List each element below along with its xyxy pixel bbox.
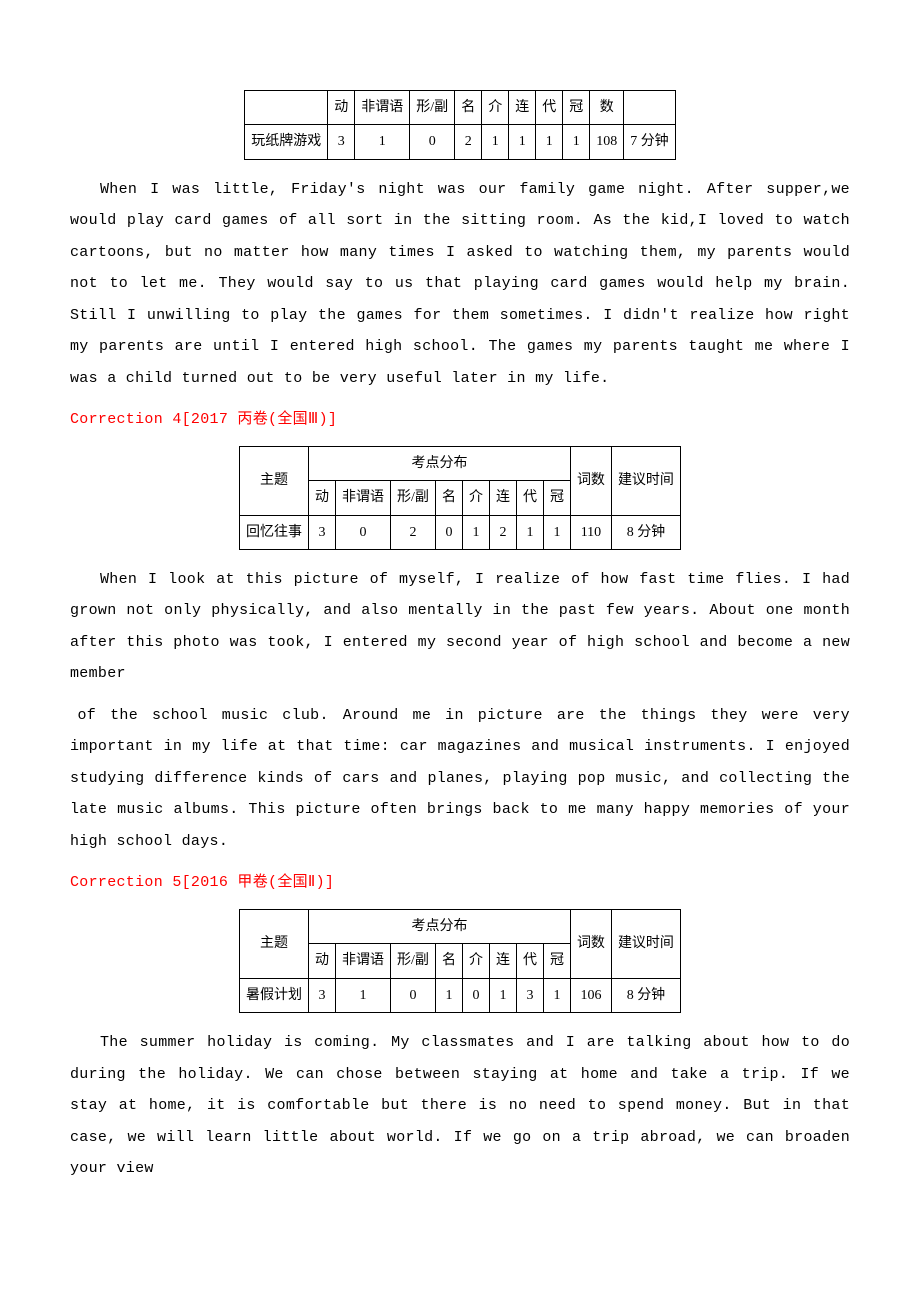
cell-time: 8 分钟 — [611, 978, 680, 1012]
cell-words-header: 词数 — [570, 446, 611, 515]
cell-sub: 冠 — [543, 944, 570, 978]
cell: 108 — [590, 125, 624, 159]
cell-sub: 动 — [309, 481, 336, 515]
cell-header: 形/副 — [410, 91, 455, 125]
cell-sub: 形/副 — [391, 944, 436, 978]
cell: 2 — [455, 125, 482, 159]
correction-4-heading: Correction 4[2017 丙卷(全国Ⅲ)] — [70, 404, 850, 436]
cell-points-header: 考点分布 — [309, 909, 571, 943]
cell-subject: 暑假计划 — [240, 978, 309, 1012]
cell-header: 数 — [590, 91, 624, 125]
table-row: 主题 考点分布 词数 建议时间 — [240, 446, 681, 480]
cell: 0 — [462, 978, 489, 1012]
cell-words-header: 词数 — [570, 909, 611, 978]
cell-time-header: 建议时间 — [611, 909, 680, 978]
cell: 3 — [328, 125, 355, 159]
cell-sub: 名 — [435, 481, 462, 515]
cell-header: 动 — [328, 91, 355, 125]
cell: 1 — [435, 978, 462, 1012]
cell: 1 — [489, 978, 516, 1012]
correction-5-heading: Correction 5[2016 甲卷(全国Ⅱ)] — [70, 867, 850, 899]
cell-header: 名 — [455, 91, 482, 125]
cell: 3 — [309, 978, 336, 1012]
cell: 1 — [543, 978, 570, 1012]
table-row: 动 非谓语 形/副 名 介 连 代 冠 数 — [245, 91, 675, 125]
cell-subject-header: 主题 — [240, 446, 309, 515]
points-table-2: 主题 考点分布 词数 建议时间 动 非谓语 形/副 名 介 连 代 冠 回忆往事… — [239, 446, 681, 550]
cell-sub: 动 — [309, 944, 336, 978]
cell-sub: 非谓语 — [336, 481, 391, 515]
cell: 2 — [391, 515, 436, 549]
cell-sub: 连 — [489, 481, 516, 515]
table-row: 玩纸牌游戏 3 1 0 2 1 1 1 1 108 7 分钟 — [245, 125, 675, 159]
cell: 1 — [563, 125, 590, 159]
passage-2a: When I look at this picture of myself, I… — [70, 564, 850, 690]
cell-sub: 形/副 — [391, 481, 436, 515]
cell-header: 介 — [482, 91, 509, 125]
cell-header: 代 — [536, 91, 563, 125]
table-row: 回忆往事 3 0 2 0 1 2 1 1 110 8 分钟 — [240, 515, 681, 549]
cell: 1 — [516, 515, 543, 549]
table-row: 暑假计划 3 1 0 1 0 1 3 1 106 8 分钟 — [240, 978, 681, 1012]
cell: 1 — [336, 978, 391, 1012]
cell: 3 — [309, 515, 336, 549]
cell-sub: 连 — [489, 944, 516, 978]
cell-time: 7 分钟 — [624, 125, 676, 159]
cell: 110 — [570, 515, 611, 549]
cell-sub: 介 — [462, 481, 489, 515]
passage-3: The summer holiday is coming. My classma… — [70, 1027, 850, 1185]
cell: 106 — [570, 978, 611, 1012]
passage-1: When I was little, Friday's night was ou… — [70, 174, 850, 395]
points-table-3: 主题 考点分布 词数 建议时间 动 非谓语 形/副 名 介 连 代 冠 暑假计划… — [239, 909, 681, 1013]
cell-time-header: 建议时间 — [611, 446, 680, 515]
cell-sub: 名 — [435, 944, 462, 978]
cell-subject: 玩纸牌游戏 — [245, 125, 328, 159]
cell: 1 — [509, 125, 536, 159]
cell-sub: 代 — [516, 944, 543, 978]
cell: 0 — [391, 978, 436, 1012]
cell-header: 连 — [509, 91, 536, 125]
cell-time: 8 分钟 — [611, 515, 680, 549]
cell-points-header: 考点分布 — [309, 446, 571, 480]
cell: 1 — [536, 125, 563, 159]
cell: 0 — [410, 125, 455, 159]
points-table-1: 动 非谓语 形/副 名 介 连 代 冠 数 玩纸牌游戏 3 1 0 2 1 1 … — [244, 90, 675, 160]
cell: 1 — [543, 515, 570, 549]
cell-header: 非谓语 — [355, 91, 410, 125]
cell: 0 — [435, 515, 462, 549]
cell: 2 — [489, 515, 516, 549]
cell-blank — [245, 91, 328, 125]
cell: 0 — [336, 515, 391, 549]
cell: 1 — [482, 125, 509, 159]
cell-sub: 冠 — [543, 481, 570, 515]
cell-sub: 介 — [462, 944, 489, 978]
cell-blank — [624, 91, 676, 125]
passage-2b: of the school music club. Around me in p… — [70, 700, 850, 858]
cell-header: 冠 — [563, 91, 590, 125]
cell: 3 — [516, 978, 543, 1012]
cell-subject-header: 主题 — [240, 909, 309, 978]
cell-sub: 非谓语 — [336, 944, 391, 978]
cell-subject: 回忆往事 — [240, 515, 309, 549]
cell-sub: 代 — [516, 481, 543, 515]
cell: 1 — [355, 125, 410, 159]
table-row: 主题 考点分布 词数 建议时间 — [240, 909, 681, 943]
cell: 1 — [462, 515, 489, 549]
